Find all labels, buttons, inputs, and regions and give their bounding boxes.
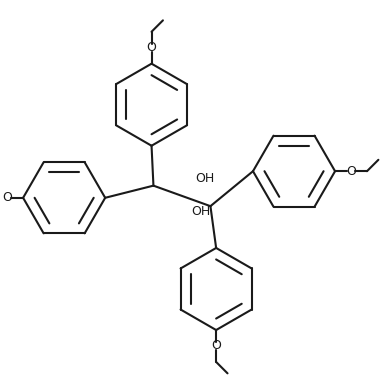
Text: OH: OH	[195, 172, 215, 185]
Text: O: O	[147, 41, 156, 54]
Text: O: O	[2, 191, 12, 204]
Text: OH: OH	[191, 204, 211, 218]
Text: O: O	[211, 340, 221, 352]
Text: O: O	[346, 165, 356, 178]
